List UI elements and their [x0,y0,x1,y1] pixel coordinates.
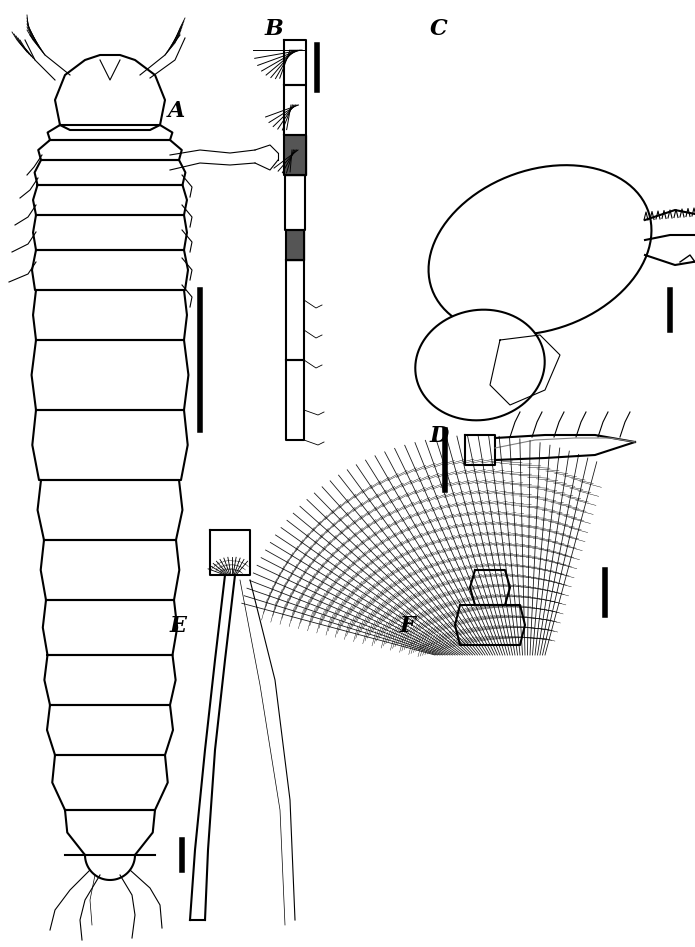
Polygon shape [416,310,545,420]
Polygon shape [284,135,306,175]
Text: D: D [430,425,449,447]
Polygon shape [429,165,651,335]
Text: C: C [430,18,448,40]
Text: A: A [168,100,186,122]
Text: F: F [400,615,416,637]
Text: E: E [170,615,187,637]
Text: B: B [265,18,284,40]
Polygon shape [286,230,304,260]
